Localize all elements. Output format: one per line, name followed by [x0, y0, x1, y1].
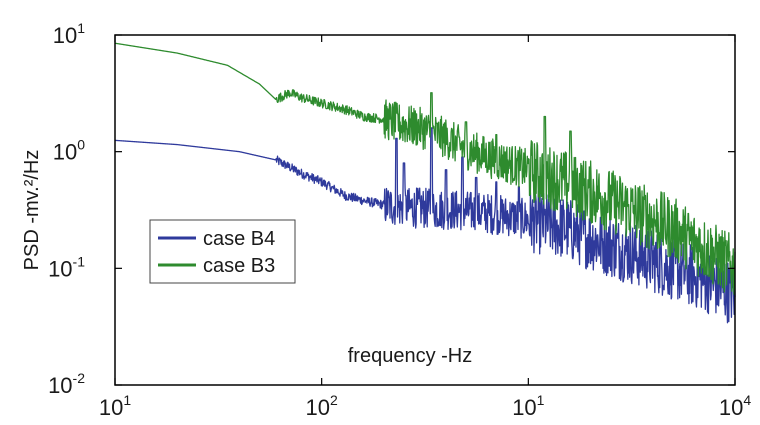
- x-tick-label: 101: [99, 392, 131, 420]
- plot-area: 101 102 101 104 101 100 10-1 10-2: [48, 20, 751, 420]
- x-tick-label: 102: [306, 392, 338, 420]
- legend-label-b4: case B4: [203, 228, 275, 250]
- ticks-layer: 101 102 101 104 101 100 10-1 10-2: [48, 20, 751, 420]
- series-line-case-b3: [114, 42, 736, 295]
- x-tick-label: 104: [719, 392, 751, 420]
- y-tick-label: 101: [53, 20, 85, 48]
- series-layer: [114, 42, 736, 324]
- y-tick-label: 10-2: [48, 370, 85, 398]
- series-line-case-b4: [114, 127, 736, 324]
- legend: case B4 case B3: [149, 219, 296, 284]
- y-tick-label: 100: [53, 137, 85, 165]
- legend-label-b3: case B3: [203, 255, 275, 277]
- x-axis-label: frequency -Hz: [348, 345, 473, 367]
- y-axis-label: PSD -mv.²/Hz: [21, 150, 43, 271]
- legend-box: [149, 219, 296, 284]
- plot-frame: [114, 34, 736, 386]
- y-tick-label: 10-1: [48, 253, 85, 281]
- x-tick-label: 101: [512, 392, 544, 420]
